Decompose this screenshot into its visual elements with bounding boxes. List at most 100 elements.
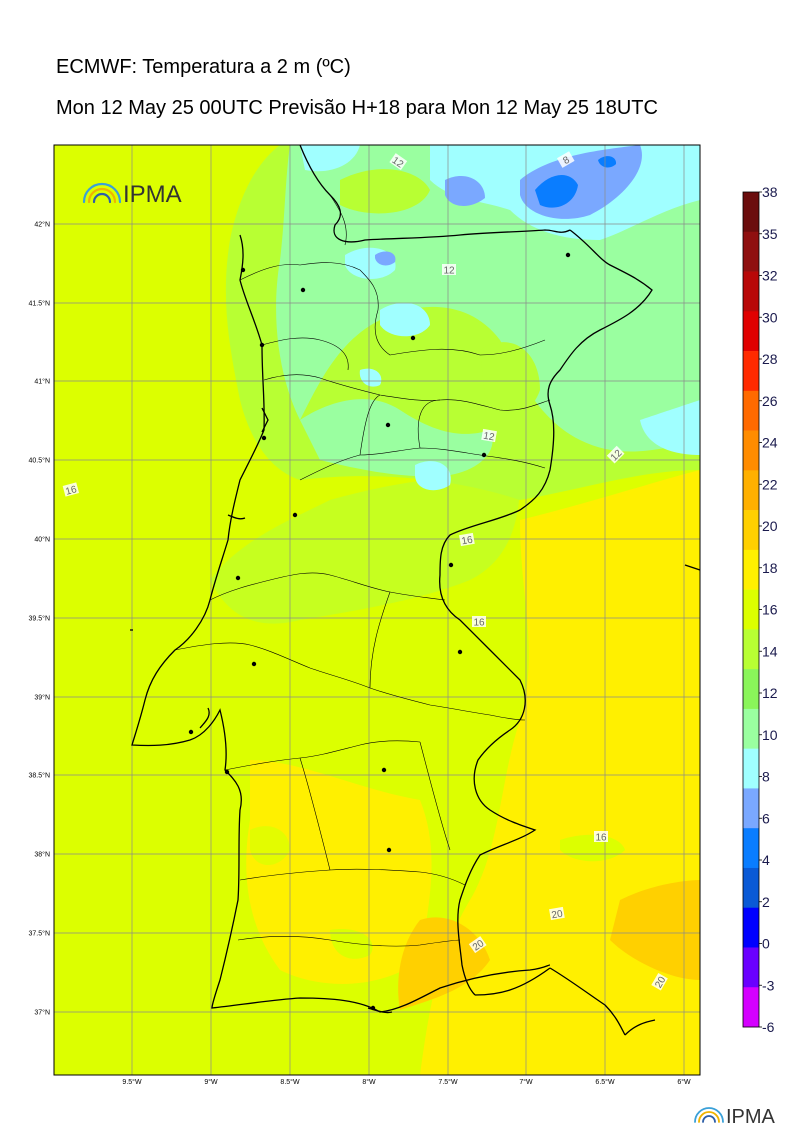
ipma-logo-footer: IPMA [694,1106,776,1128]
contour-label: 12 [442,264,456,277]
field-blue-3 [375,251,396,266]
colorbar-swatch [743,907,759,948]
city-dot [259,342,265,348]
lat-tick-label: 40°N [34,536,50,544]
field-band-a [340,169,430,214]
contour-label-bg [481,428,497,443]
field-cool-mid [300,399,493,477]
colorbar-swatch [743,748,759,789]
contour-label-bg [442,264,456,275]
colorbar-swatch [743,192,759,233]
contour-label-bg [472,616,486,627]
field-blue-1 [445,176,485,206]
colorbar-label: -3 [762,977,775,993]
contour-label: 12 [481,428,497,444]
field-patch-3 [330,929,373,959]
city-dot [385,422,391,428]
contour-label-bg [651,972,668,991]
lat-tick-label: 40.5°N [29,457,50,465]
field-deepblue-2 [598,156,617,168]
field-patch-4 [560,566,596,600]
colorbar-label: 35 [762,226,778,242]
field-cyan-1 [300,145,360,172]
colorbar-label: 6 [762,810,770,826]
contour-label-text: 20 [551,909,564,922]
contour-label-text: 20 [653,975,668,991]
colorbar-swatch [743,669,759,710]
city-dot [240,267,246,273]
contour-label-text: 16 [595,833,607,844]
lon-tick-label: 7.5°W [438,1078,458,1086]
grid-lines [54,145,700,1075]
colorbar-swatch [743,708,759,749]
city-dot [251,661,257,667]
colorbar-swatch [743,629,759,670]
field-cyan-3 [380,302,430,337]
city-dot [300,287,306,293]
field-patch-1 [250,826,290,865]
colorbar-label: 10 [762,727,778,743]
lat-tick-label: 41°N [34,378,50,386]
city-dot [224,769,230,775]
contour-label: 20 [549,906,565,922]
field-hot-algarve [398,917,490,1010]
map-subtitle: Mon 12 May 25 00UTC Previsão H+18 para M… [56,97,658,119]
plot-frame [53,144,701,1076]
colorbar-swatch [743,311,759,352]
ipma-logo-text: IPMA [123,181,182,208]
temperature-field [54,145,700,1075]
contour-label-bg [459,532,475,547]
city-dot [261,435,267,441]
city-dot [381,767,387,773]
colorbar-swatch [743,390,759,431]
lat-tick-label: 37.5°N [29,930,50,938]
lon-tick-label: 7°W [519,1078,533,1086]
colorbar-swatch [743,788,759,829]
contour-label: 16 [62,482,80,498]
contour-label-text: 8 [561,154,572,167]
city-dot [410,335,416,341]
colorbar-label: 14 [762,643,778,659]
colorbar-label: 24 [762,435,778,451]
contour-label: 16 [472,616,486,629]
contour-label: 16 [594,831,608,844]
colorbar-swatch [743,470,759,511]
colorbar-label: 4 [762,852,770,868]
lon-tick-label: 8.5°W [280,1078,300,1086]
longitude-labels: 9.5°W 9°W 8.5°W 8°W 7.5°W 7°W 6.5°W 6°W [122,1078,691,1086]
contour-label-bg [468,936,487,954]
lat-tick-label: 37°N [34,1009,50,1017]
city-dot [448,562,454,568]
city-dot [235,575,241,581]
colorbar-swatch [743,947,759,988]
contour-label: 20 [651,972,669,991]
lat-tick-label: 41.5°N [29,300,50,308]
contour-label: 12 [389,153,408,171]
lat-tick-label: 39°N [34,694,50,702]
city-dot [481,452,487,458]
ipma-arc-icon-footer [694,1107,724,1123]
lat-tick-label: 39.5°N [29,615,50,623]
contour-label-text: 12 [482,431,495,444]
colorbar-swatch [743,510,759,551]
lat-tick-label: 42°N [34,221,50,229]
colorbar-label: 28 [762,351,778,367]
colorbar-label: -6 [762,1019,775,1035]
colorbar-label: 22 [762,476,778,492]
contour-label-text: 12 [443,266,455,277]
city-dot [386,847,392,853]
colorbar-swatch [743,430,759,471]
contour-label: 8 [556,151,575,168]
city-dot [565,252,571,258]
field-cyan-7 [359,368,382,387]
colorbar-label: 8 [762,769,770,785]
ipma-footer-text: IPMA [726,1106,776,1128]
city-dot [188,729,194,735]
city-markers [188,252,571,1011]
colorbar-swatch [743,231,759,272]
contour-label-text: 16 [64,484,78,498]
contour-label-text: 16 [473,618,485,629]
